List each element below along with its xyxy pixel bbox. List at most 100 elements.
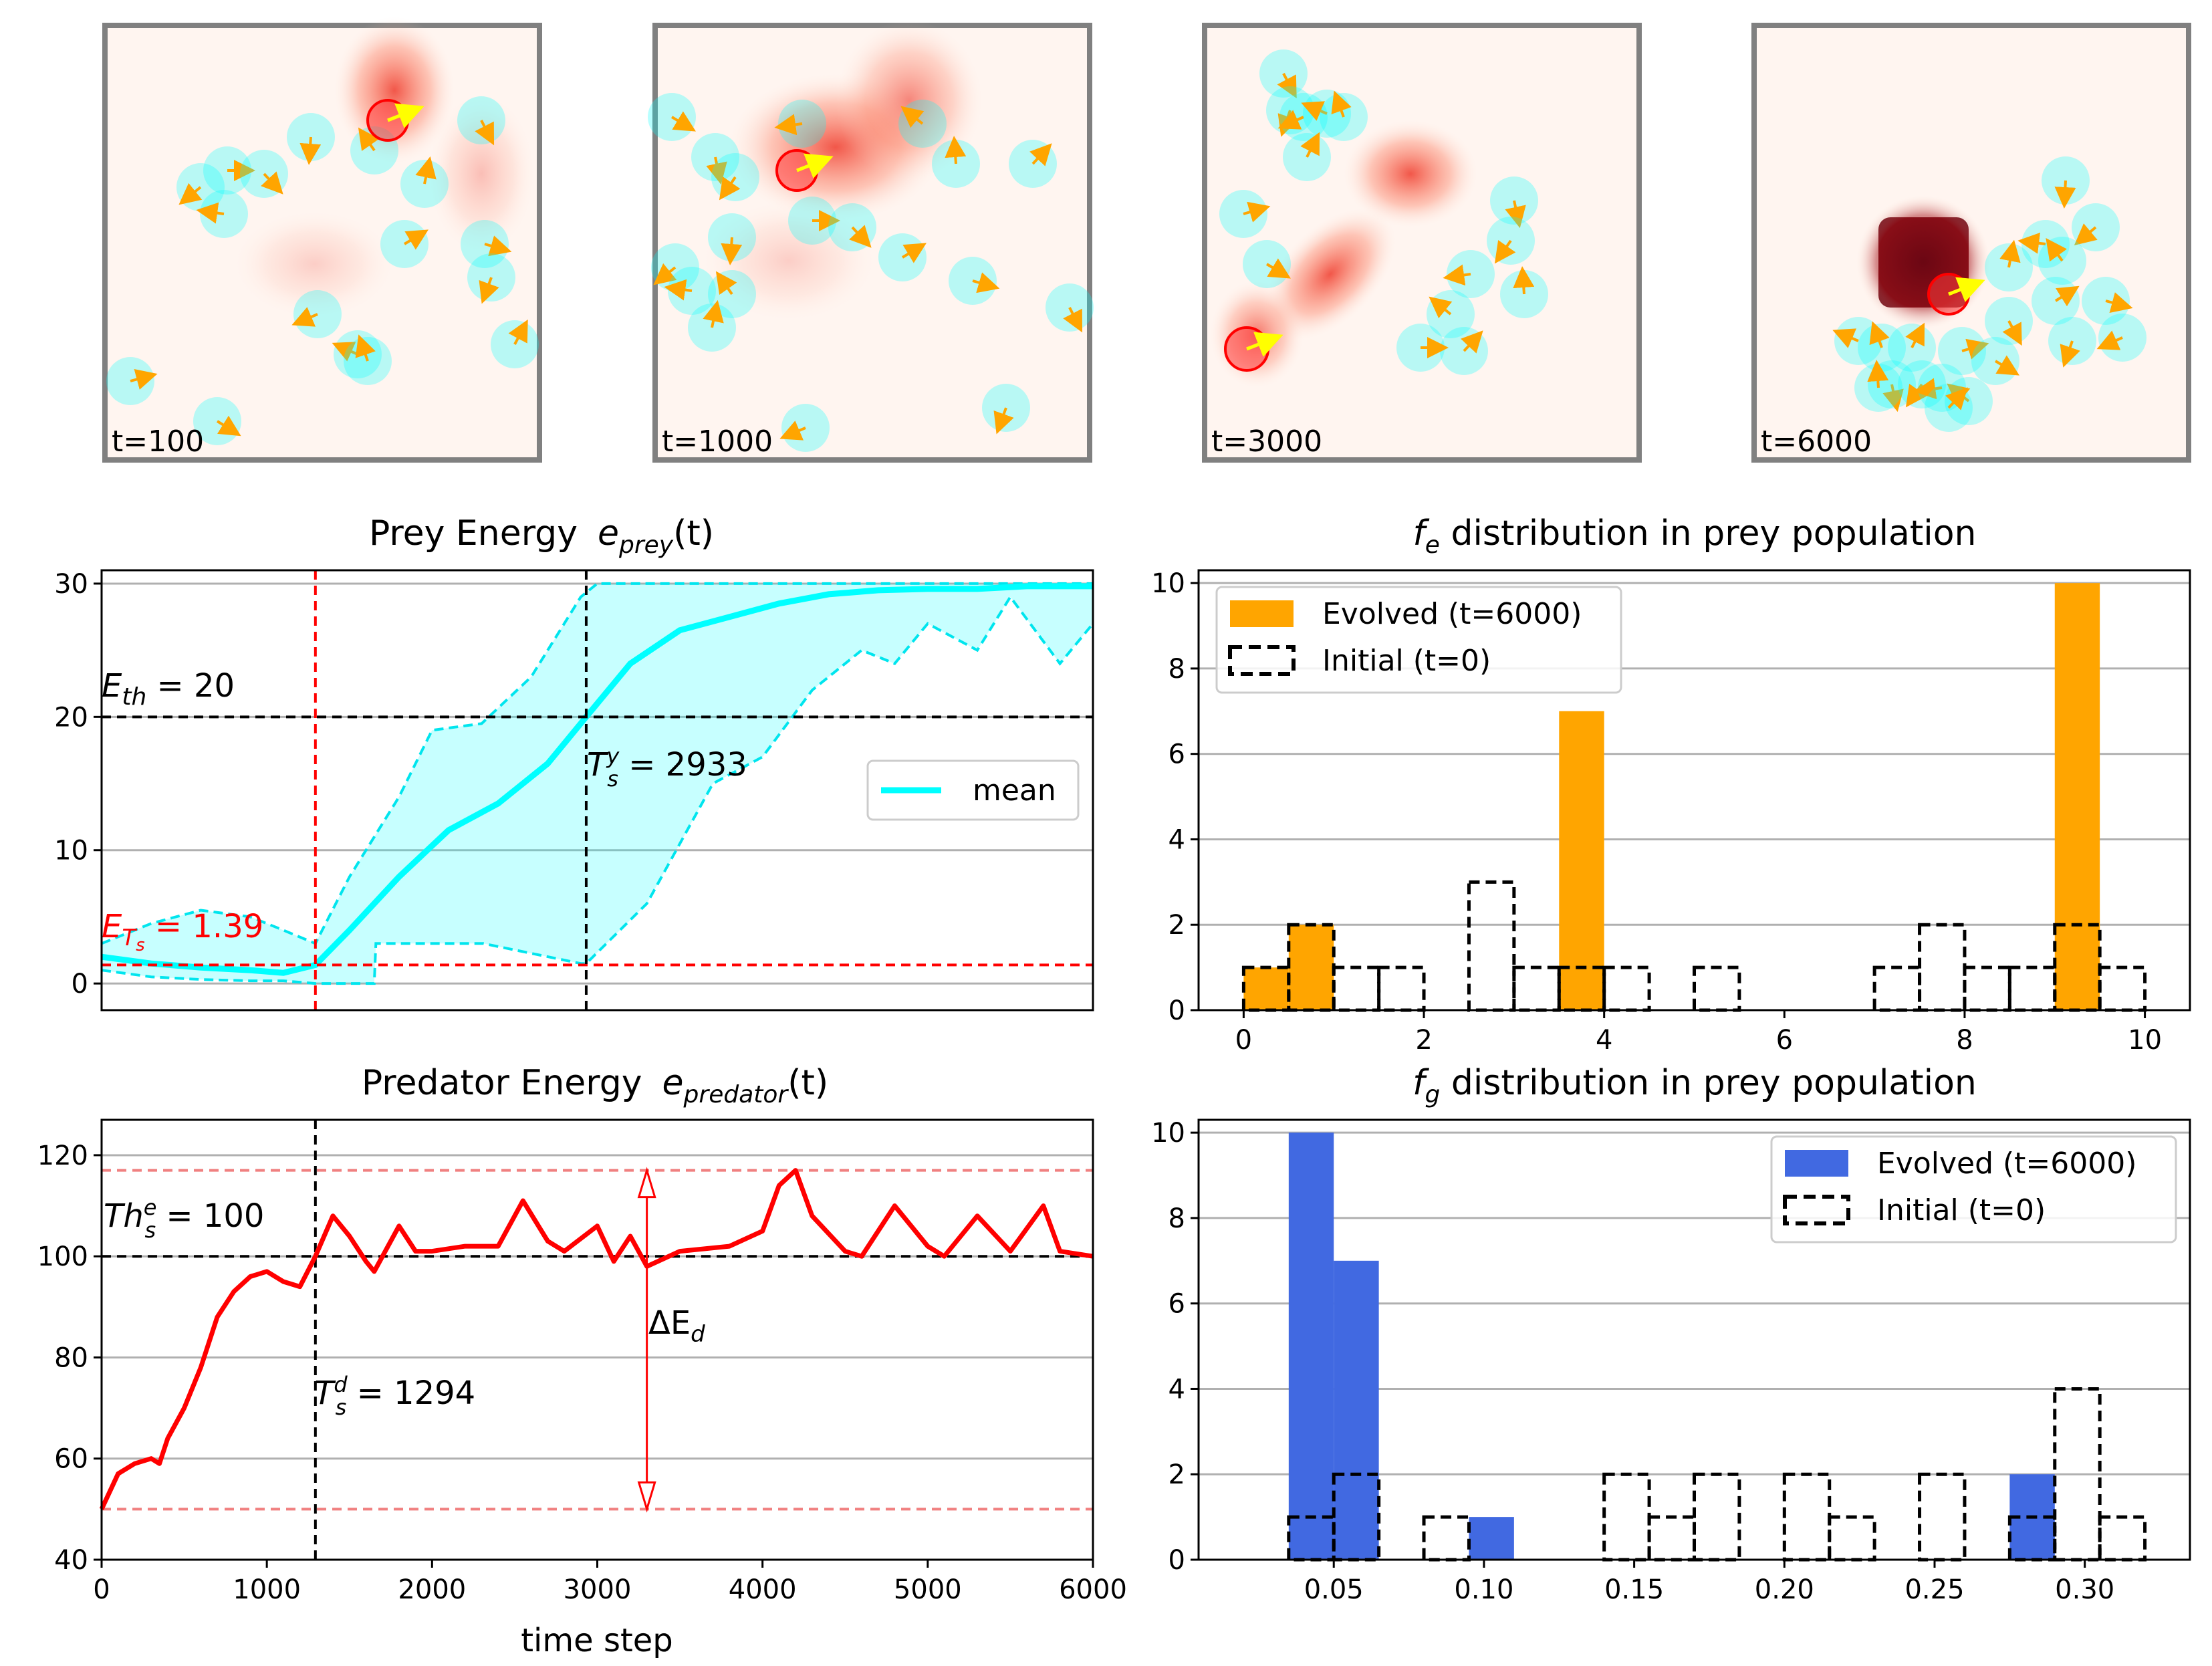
evolved-bar — [1288, 1133, 1334, 1560]
prey-heading-arrow — [1494, 239, 1516, 264]
snapshot-panel-t6000: t=6000 — [1751, 23, 2191, 463]
prey-heading-arrow — [670, 111, 697, 132]
prey-heading-arrow — [196, 202, 225, 224]
prey-heading-arrow — [1945, 387, 1968, 410]
prey-heading-arrow — [1999, 239, 2021, 268]
prey-heading-arrow — [415, 156, 437, 185]
y-tick-label: 8 — [1169, 654, 1185, 685]
prey-heading-arrow — [901, 243, 927, 263]
scent-trail — [234, 211, 394, 318]
prey-mean-line — [101, 583, 1093, 976]
initial-bar — [2007, 965, 2057, 1012]
prey-reference-lines — [102, 570, 1093, 1010]
initial-bar — [1332, 965, 1381, 1012]
legend-evolved-swatch — [1785, 1150, 1848, 1177]
y-tick-label: 20 — [54, 702, 88, 733]
legend-mean-label: mean — [973, 774, 1056, 808]
fg-distribution-chart: fg distribution in prey population 0 2 4 6 8… — [1151, 1063, 2191, 1605]
prey-heading-arrow — [715, 271, 737, 295]
prey-heading-arrow — [291, 307, 318, 327]
prey-heading-arrow — [1443, 264, 1471, 286]
eth-annotation: Eth = 20 — [102, 667, 235, 711]
initial-bar — [1602, 965, 1651, 1012]
initial-bar — [1872, 965, 1922, 1012]
legend-box — [1770, 1135, 2177, 1243]
fg-legend: Evolved (t=6000) Initial (t=0) — [1770, 1135, 2177, 1243]
snapshot-label: t=1000 — [662, 425, 773, 459]
legend-evolved-label: Evolved (t=6000) — [1877, 1147, 2136, 1181]
prey-heading-arrow — [1429, 296, 1453, 319]
prey-heading-arrow — [261, 171, 283, 195]
fg-axes-frame — [1197, 1118, 2191, 1561]
initial-bar — [1512, 965, 1561, 1012]
prey-heading-arrow — [1277, 110, 1304, 130]
legend-initial-swatch — [1783, 1195, 1850, 1225]
predator-energy-chart: Predator Energy epredator(t) 40 60 80 100 120… — [37, 1063, 1127, 1659]
prey-heading-arrow — [1063, 307, 1083, 333]
prey-chart-title: Prey Energy eprey(t) — [369, 513, 714, 559]
initial-bar — [2098, 965, 2147, 1012]
prey-energy-chart: Prey Energy eprey(t) 0 10 20 30 Eth = 20 ETs… — [54, 513, 1094, 1012]
initial-bar — [1422, 1515, 1471, 1562]
prey-heading-arrow — [2060, 340, 2080, 368]
snapshot-panel-t1000: t=1000 — [648, 20, 1094, 463]
prey-heading-arrow — [1300, 132, 1320, 158]
prey-heading-arrow — [779, 421, 806, 441]
prey-heading-arrow — [130, 368, 158, 390]
prey-heading-arrow — [1832, 328, 1859, 348]
initial-bar — [1693, 965, 1741, 1012]
td-annotation: Td s = 1294 — [314, 1372, 475, 1420]
prey-heading-arrow — [358, 127, 380, 152]
snapshot-label: t=100 — [112, 425, 204, 459]
initial-bar — [1918, 1472, 1967, 1562]
delta-energy-arrow — [637, 1167, 656, 1513]
evolved-bar — [1288, 925, 1334, 1010]
prey-heading-arrow — [2074, 223, 2098, 245]
prey-upper-line — [101, 582, 1093, 945]
evolved-bar — [1469, 1517, 1514, 1560]
x-tick-label: 2000 — [398, 1574, 466, 1605]
y-tick-label: 100 — [37, 1241, 88, 1272]
predator-energy-line — [99, 1168, 1094, 1510]
prey-axis-ticks: 0 10 20 30 — [54, 569, 102, 999]
fe-axes-frame — [1197, 569, 2191, 1012]
evolved-bar — [1243, 967, 1289, 1010]
y-tick-label: 10 — [1151, 568, 1185, 599]
prey-heading-arrow — [1513, 266, 1535, 295]
prey-legend: mean — [866, 759, 1080, 821]
y-tick-label: 40 — [54, 1545, 88, 1576]
predator-axes-frame — [100, 1118, 1094, 1561]
y-tick-label: 10 — [1151, 1118, 1185, 1149]
evolved-bar — [2054, 583, 2100, 1010]
scent-trail — [1344, 120, 1477, 227]
snapshot-frame — [1202, 23, 1642, 463]
prey-heading-arrow — [1277, 73, 1297, 99]
scent-trail — [334, 17, 455, 164]
legend-evolved-swatch — [1230, 600, 1294, 627]
prey-heading-arrow — [1961, 338, 1989, 360]
prey-heading-arrow — [719, 176, 741, 201]
x-tick-label: 3000 — [564, 1574, 632, 1605]
predator-axis-ticks: 40 60 80 100 120 0 1000 2000 3000 4000 5000 6000 — [37, 1141, 1127, 1605]
x-tick-label: 5000 — [894, 1574, 962, 1605]
prey-heading-arrow — [216, 415, 241, 437]
prey-heading-arrow — [1265, 258, 1292, 279]
legend-initial-label: Initial (t=0) — [1322, 644, 1491, 678]
delta-arrow-head-down — [637, 1481, 656, 1513]
prey-heading-arrow — [2002, 320, 2022, 346]
snapshot-label: t=3000 — [1211, 425, 1322, 459]
fg-chart-title: fg distribution in prey population — [1412, 1063, 1977, 1108]
x-axis-label: time step — [521, 1622, 673, 1659]
x-tick-label: 6000 — [1059, 1574, 1127, 1605]
x-tick-label: 0.25 — [1904, 1574, 1964, 1605]
x-tick-label: 0.15 — [1604, 1574, 1664, 1605]
prey-heading-arrow — [653, 263, 677, 285]
x-tick-label: 4000 — [729, 1574, 797, 1605]
th-annotation: The s = 100 — [104, 1195, 264, 1243]
initial-bar — [1377, 965, 1426, 1012]
y-tick-label: 8 — [1169, 1203, 1185, 1234]
y-tick-label: 0 — [1169, 1545, 1185, 1576]
x-tick-label: 4 — [1596, 1025, 1612, 1056]
y-tick-label: 2 — [1169, 1459, 1185, 1490]
prey-heading-arrow — [945, 136, 967, 164]
